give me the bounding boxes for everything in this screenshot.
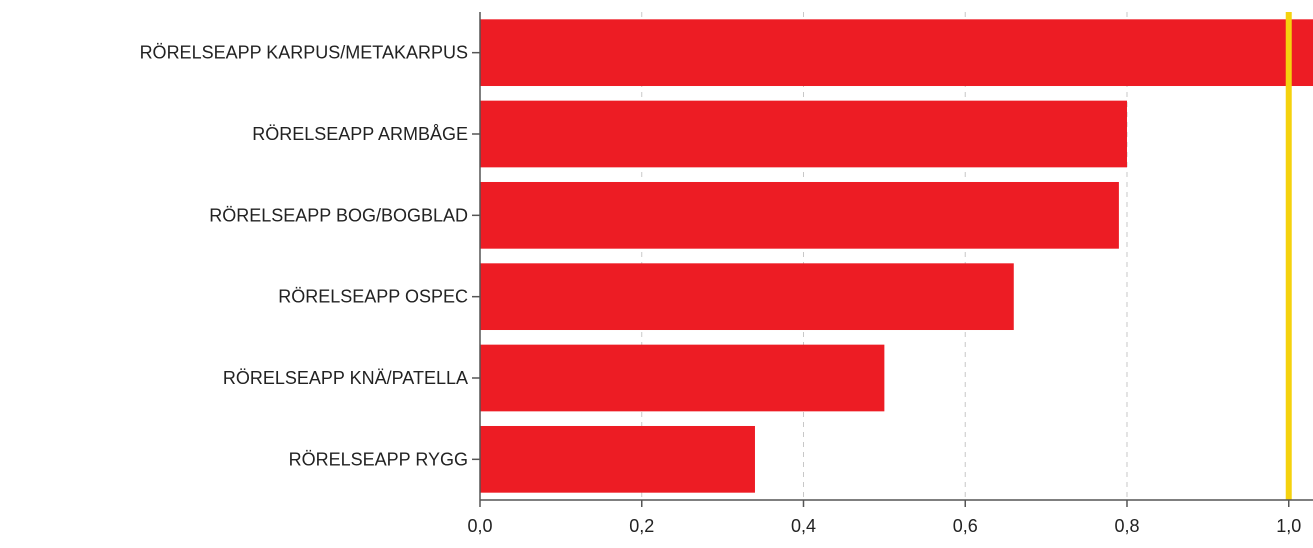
bar-5: [480, 425, 755, 493]
category-label-2: RÖRELSEAPP BOG/BOGBLAD: [209, 205, 468, 225]
x-axis-ticks: 0,0 0,2 0,4 0,6 0,8 1,0: [467, 500, 1301, 536]
bar-0: [480, 19, 1313, 87]
bar-2: [480, 181, 1119, 249]
bar-3: [480, 263, 1014, 331]
bar-4: [480, 344, 885, 412]
y-axis-labels: RÖRELSEAPP KARPUS/METAKARPUS RÖRELSEAPP A…: [140, 43, 480, 469]
category-label-1: RÖRELSEAPP ARMBÅGE: [252, 124, 468, 144]
axes: [479, 12, 1313, 501]
x-tick-label-3: 0,6: [953, 516, 978, 536]
x-tick-label-2: 0,4: [791, 516, 816, 536]
x-tick-label-0: 0,0: [467, 516, 492, 536]
bars: [480, 19, 1313, 493]
category-label-3: RÖRELSEAPP OSPEC: [278, 287, 468, 307]
x-tick-label-5: 1,0: [1276, 516, 1301, 536]
bar-1: [480, 100, 1127, 168]
category-label-0: RÖRELSEAPP KARPUS/METAKARPUS: [140, 43, 468, 63]
category-label-5: RÖRELSEAPP RYGG: [289, 449, 468, 469]
x-tick-label-1: 0,2: [629, 516, 654, 536]
category-label-4: RÖRELSEAPP KNÄ/PATELLA: [223, 368, 468, 388]
x-tick-label-4: 0,8: [1114, 516, 1139, 536]
